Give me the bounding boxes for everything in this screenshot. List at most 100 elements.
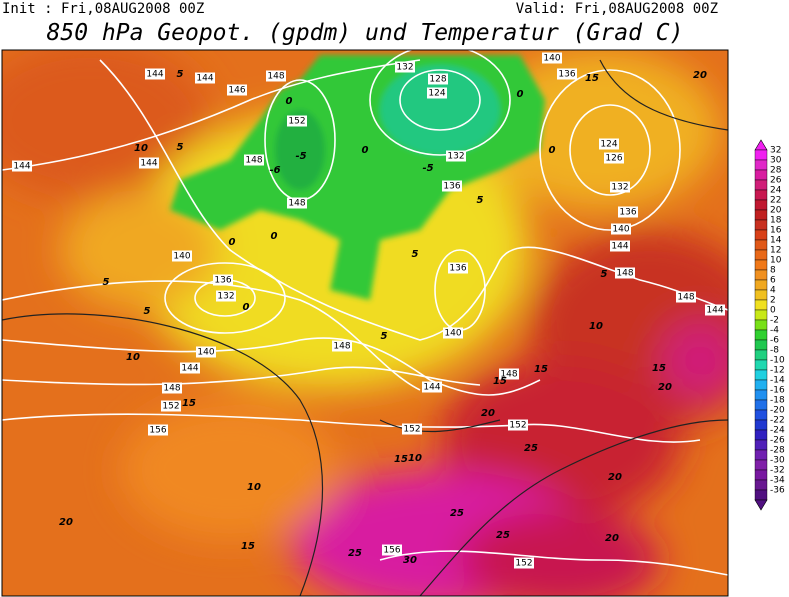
geopotential-label-box [705, 304, 725, 316]
colorbar-label: 16 [770, 226, 782, 236]
temperature-label: 5 [144, 306, 151, 317]
temperature-label: 30 [403, 555, 417, 566]
temperature-label: 15 [493, 376, 507, 387]
colorbar-swatch [754, 169, 768, 181]
geopotential-label-box [542, 52, 562, 64]
geopotential-label-box [428, 73, 448, 85]
geopotential-label: 140 [543, 54, 560, 64]
temperature-label: 20 [481, 408, 495, 419]
geopotential-label-box [161, 400, 181, 412]
colorbar-label: -24 [770, 426, 785, 436]
colorbar-label: -22 [770, 416, 785, 426]
colorbar-swatch [754, 399, 768, 411]
temperature-label: 5 [177, 142, 184, 153]
temperature-label: 20 [59, 517, 73, 528]
geopotential-label-box [287, 115, 307, 127]
temperature-label: 0 [229, 237, 236, 248]
geopotential-label-box [172, 250, 192, 262]
geopotential-label: 136 [619, 208, 636, 218]
colorbar-swatch [754, 359, 768, 371]
colorbar-arrow-top [754, 139, 768, 151]
temperature-label: 5 [477, 195, 484, 206]
colorbar-swatch [754, 339, 768, 351]
colorbar-label: -12 [770, 366, 785, 376]
geopotential-label-box [382, 544, 402, 556]
temperature-label: 25 [524, 443, 538, 454]
geopotential-label: 144 [423, 383, 440, 393]
temperature-label: 10 [589, 321, 603, 332]
temperature-label: 15 [585, 73, 599, 84]
temperature-label: -5 [422, 163, 433, 174]
geopotential-label-box [610, 181, 630, 193]
colorbar-swatch [754, 209, 768, 221]
geopotential-label-box [446, 150, 466, 162]
geopotential-label: 144 [13, 162, 30, 172]
colorbar-label: -20 [770, 406, 785, 416]
geopotential-label: 132 [396, 63, 413, 73]
colorbar-swatch [754, 229, 768, 241]
temperature-label: 20 [658, 382, 672, 393]
colorbar-swatch [754, 269, 768, 281]
colorbar-label: 12 [770, 246, 781, 256]
temperature-label: 0 [517, 89, 524, 100]
colorbar-label: -36 [770, 486, 785, 496]
colorbar-swatch [754, 389, 768, 401]
geopotential-label: 144 [196, 74, 213, 84]
geopotential-label: 148 [267, 72, 284, 82]
colorbar-swatch [754, 449, 768, 461]
geopotential-label: 156 [383, 546, 400, 556]
colorbar-label: 18 [770, 216, 782, 226]
temperature-label: 10 [134, 143, 148, 154]
geopotential-label: 156 [149, 426, 166, 436]
colorbar-label: -30 [770, 456, 785, 466]
geopotential-label: 152 [403, 425, 420, 435]
colorbar-label: 14 [770, 236, 782, 246]
geopotential-label-box [12, 160, 32, 172]
temperature-label: 25 [450, 508, 464, 519]
geopotential-label: 144 [181, 364, 198, 374]
colorbar-swatch [754, 299, 768, 311]
geopotential-label: 136 [443, 182, 460, 192]
geopotential-label: 148 [288, 199, 305, 209]
geopotential-label: 124 [600, 140, 617, 150]
geopotential-label-box [244, 154, 264, 166]
geopotential-label-box [676, 291, 696, 303]
geopotential-label: 148 [163, 384, 180, 394]
colorbar-label: 4 [770, 286, 776, 296]
colorbar-swatch [754, 379, 768, 391]
colorbar-swatch [754, 279, 768, 291]
valid-time: Valid: Fri,08AUG2008 00Z [516, 1, 718, 17]
geopotential-label-box [443, 327, 463, 339]
colorbar-swatch [754, 179, 768, 191]
temperature-label: 25 [348, 548, 362, 559]
colorbar-label: -8 [770, 346, 779, 356]
geopotential-label: 124 [428, 89, 445, 99]
init-time: Init : Fri,08AUG2008 00Z [2, 1, 204, 17]
map-title: 850 hPa Geopot. (gpdm) und Temperatur (G… [47, 20, 684, 46]
geopotential-label: 128 [429, 75, 446, 85]
geopotential-label: 152 [509, 421, 526, 431]
geopotential-label-box [216, 290, 236, 302]
geopotential-label-box [148, 424, 168, 436]
temperature-label: 0 [549, 145, 556, 156]
colorbar-swatch [754, 419, 768, 431]
temperature-label: 20 [693, 70, 707, 81]
map-frame [1, 49, 729, 597]
geopotential-label: 144 [611, 242, 628, 252]
geopotential-label-box [599, 138, 619, 150]
colorbar-swatch [754, 439, 768, 451]
colorbar-swatch [754, 239, 768, 251]
geopotential-label-box [615, 267, 635, 279]
geopotential-label-box [448, 262, 468, 274]
geopotential-label: 132 [611, 183, 628, 193]
temperature-label: 10 [247, 482, 261, 493]
colorbar-swatch [754, 489, 768, 501]
geopotential-label-box [508, 419, 528, 431]
temperature-label: 20 [608, 472, 622, 483]
geopotential-label-box [227, 84, 247, 96]
colorbar-swatch [754, 319, 768, 331]
geopotential-label-box [180, 362, 200, 374]
colorbar-label: -6 [770, 336, 779, 346]
colorbar-swatch [754, 429, 768, 441]
colorbar-swatch [754, 409, 768, 421]
